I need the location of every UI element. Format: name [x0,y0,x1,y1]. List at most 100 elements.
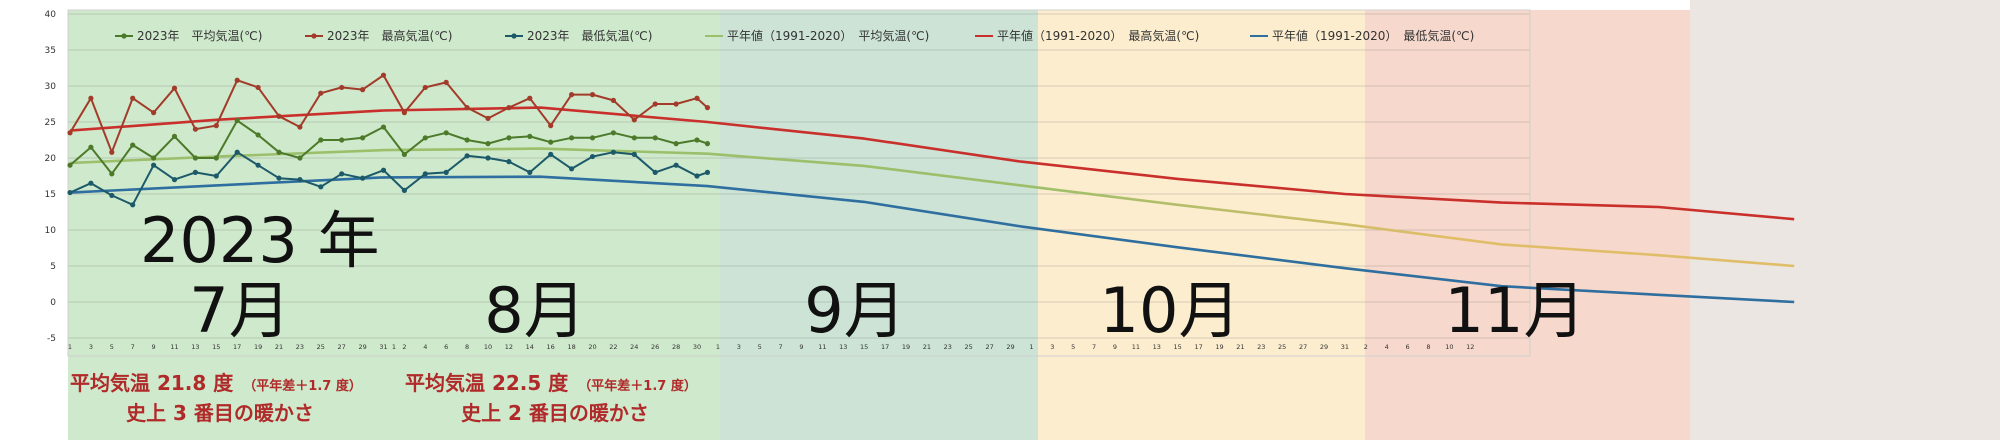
x-tick-label: 15 [212,343,220,351]
series-line-4 [69,147,1795,268]
x-tick-label: 12 [1466,343,1474,351]
series-3-point [610,149,617,155]
annotation-note: （平年差＋1.7 度） [243,378,362,394]
series-2-point [171,85,178,91]
annotation-headline: 平均気温 21.8 度 （平年差＋1.7 度） [70,371,362,395]
series-3-point [631,151,637,157]
x-tick-label: 29 [358,343,366,351]
series-2-point [109,149,115,155]
x-tick-label: 23 [1257,343,1265,351]
month-band-2 [395,10,720,440]
series-1-point [234,117,240,124]
x-tick-label: 26 [651,343,659,351]
series-3-point [213,173,219,179]
legend-marker [511,33,517,39]
legend-label: 平年値（1991-2020） 最高気温(℃) [997,28,1199,43]
series-3-point [109,192,115,199]
x-tick-label: 9 [152,343,156,351]
x-tick-label: 24 [630,343,638,351]
series-2-point [694,95,700,101]
series-2-point [548,123,554,129]
y-tick-label: -5 [47,334,56,344]
series-1-point [276,149,282,155]
series-1-point [506,135,512,141]
x-tick-label: 25 [965,343,973,351]
series-3-point [318,184,324,190]
series-2-point [276,113,282,119]
series-3-point [151,162,157,168]
legend: 2023年 平均気温(℃) 2023年 最高気温(℃) 2023年 最低気温(℃) 平… [115,28,1474,43]
x-tick-label: 2 [1364,343,1368,351]
summary-annotations: 平均気温 21.8 度 （平年差＋1.7 度） 史上 3 番目の暖かさ 平均気温 22… [70,371,697,425]
series-line-3 [69,151,708,206]
series-3-point [234,149,240,155]
x-tick-label: 18 [567,343,575,351]
series-3-point [548,151,554,157]
series-2-point [255,84,261,91]
series-1-point [527,133,533,139]
series-1-point [130,142,136,148]
x-tick-label: 7 [131,343,135,351]
y-tick-label: 25 [45,118,56,128]
series-1-point [360,135,366,141]
annotation-headline: 平均気温 22.5 度 （平年差＋1.7 度） [405,371,697,395]
x-tick-label: 8 [1426,343,1430,351]
x-tick-label: 17 [1194,343,1202,351]
month-label: 7月 [189,274,290,347]
series-1-point [422,135,428,141]
x-tick-label: 20 [588,343,596,351]
y-tick-label: 5 [50,262,56,272]
x-tick-label: 4 [423,343,427,351]
series-1-point [67,162,73,168]
series-3-point [704,169,711,175]
month-band-5 [1365,10,1690,440]
x-tick-label: 27 [985,343,993,351]
series-1-point [589,135,596,141]
x-tick-label: 17 [881,343,889,351]
x-tick-label: 13 [839,343,847,351]
plot-frame [67,9,1531,357]
annotation-rank: 史上 2 番目の暖かさ [461,401,649,425]
series-line-6 [69,175,1795,304]
series-2-point [234,77,240,83]
series-1-point [485,141,491,147]
series-3-point [67,189,73,196]
y-tick-label: 15 [45,190,56,200]
series-1-point [610,130,617,136]
series-3-point [339,171,345,177]
x-tick-label: 10 [1445,343,1453,351]
x-tick-label: 19 [902,343,910,351]
series-3-point [589,153,596,160]
month-label: 9月 [804,274,905,347]
legend-marker [121,33,127,39]
series-2-point [464,105,470,111]
series-3-point [255,162,261,168]
series-1-point [109,171,115,177]
series-3-point [443,169,449,175]
series-2-point [130,95,136,101]
x-tick-label: 14 [526,343,534,351]
x-tick-label: 5 [758,343,762,351]
x-tick-label: 1 [392,343,396,351]
series-1-point [464,137,470,143]
legend-label: 2023年 最高気温(℃) [327,28,452,43]
x-tick-label: 30 [693,343,701,351]
series-1-point [339,137,345,143]
grid-lines [67,9,1531,357]
x-tick-label: 11 [818,343,826,351]
x-tick-label: 25 [317,343,325,351]
series-2-point [652,101,658,107]
month-label: 10月 [1100,274,1241,347]
x-tick-label: 31 [379,343,387,351]
annotation-note: （平年差＋1.7 度） [578,378,697,394]
series-2-point [506,105,512,111]
x-tick-label: 27 [1299,343,1307,351]
series-3-point [673,162,679,168]
series-1-point [652,135,658,141]
series-line-5 [69,106,1795,221]
series-line-2 [69,74,709,154]
series-lines [67,72,1795,304]
series-3-point [464,153,470,159]
x-tick-label: 23 [944,343,952,351]
x-tick-label: 21 [1236,343,1244,351]
